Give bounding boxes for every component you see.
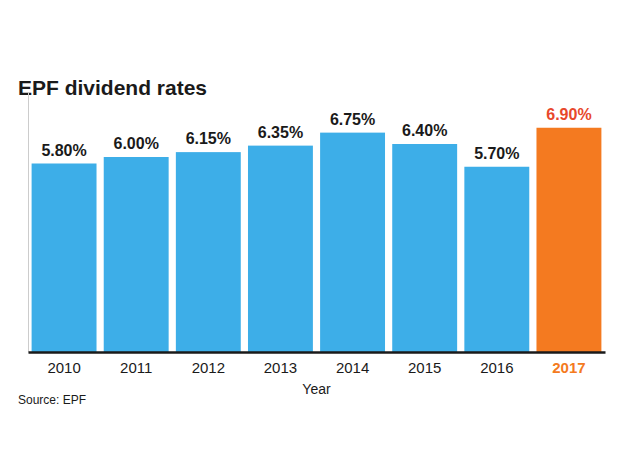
bar xyxy=(320,133,385,352)
x-tick: 2015 xyxy=(408,352,441,376)
x-tick: 2014 xyxy=(336,352,369,376)
x-tick: 2013 xyxy=(264,352,297,376)
x-tick-label: 2015 xyxy=(408,359,441,376)
plot-area: 2010 2011 2012 2013 2014 2015 2016 2017 5.80% 6.0… xyxy=(28,93,606,376)
x-tick: 2011 xyxy=(120,352,152,376)
bar xyxy=(536,128,601,352)
bar xyxy=(32,164,97,353)
bar xyxy=(392,144,457,352)
data-label: 6.75% xyxy=(330,111,375,128)
data-label: 6.35% xyxy=(258,124,303,141)
source-note: Source: EPF xyxy=(18,393,86,407)
x-tick: 2016 xyxy=(480,352,513,376)
x-tick: 2012 xyxy=(192,352,225,376)
data-label: 6.40% xyxy=(402,122,447,139)
chart-svg: EPF dividend rates2010201120122013201420… xyxy=(0,0,620,459)
y-axis-line xyxy=(28,93,29,353)
x-tick-label: 2012 xyxy=(192,359,225,376)
chart-title: EPF dividend rates xyxy=(18,76,207,99)
x-axis-title: Year xyxy=(302,381,331,397)
x-tick-label: 2016 xyxy=(480,359,513,376)
data-label: 5.70% xyxy=(474,145,519,162)
bars xyxy=(32,128,602,352)
x-tick-label: 2013 xyxy=(264,359,297,376)
x-axis-line xyxy=(29,351,606,354)
bar xyxy=(176,152,241,352)
data-label: 6.90% xyxy=(546,106,591,123)
bar xyxy=(464,167,529,352)
data-label: 6.15% xyxy=(186,130,231,147)
bar xyxy=(248,146,313,352)
data-label: 6.00% xyxy=(114,135,159,152)
x-axis: 2010 2011 2012 2013 2014 2015 2016 2017 xyxy=(29,352,606,376)
x-tick-label: 2011 xyxy=(120,359,152,376)
data-label: 5.80% xyxy=(41,142,86,159)
x-tick: 2010 xyxy=(47,352,80,376)
bar xyxy=(104,157,169,352)
x-tick-label: 2014 xyxy=(336,359,369,376)
x-tick-label: 2010 xyxy=(47,359,80,376)
data-labels: 5.80% 6.00% 6.15% 6.35% 6.75% 6.40% 5.70% 6.90% xyxy=(41,106,591,162)
y-axis xyxy=(28,93,30,353)
x-tick: 2017 xyxy=(552,352,585,376)
x-tick-label: 2017 xyxy=(552,359,585,376)
